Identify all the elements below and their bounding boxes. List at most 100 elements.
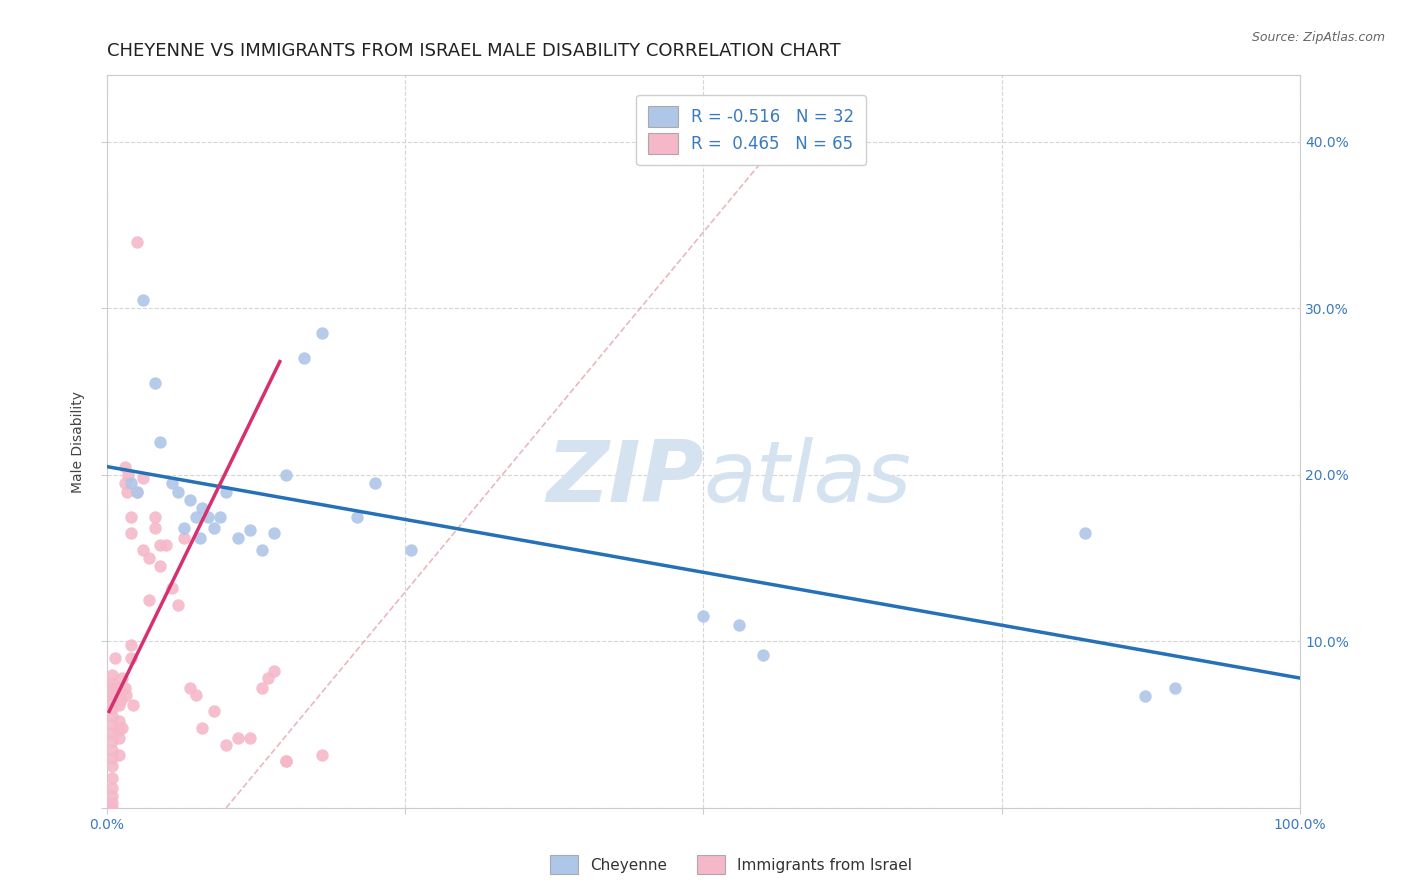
Point (186, 509, 208, 524)
Point (274, 467, 297, 482)
Point (120, 526, 142, 541)
Point (162, 476, 184, 491)
Point (100, 796, 122, 810)
Point (100, 771, 122, 785)
Point (692, 609, 714, 624)
Point (100, 780, 122, 795)
Point (179, 681, 201, 695)
Point (752, 648, 775, 662)
Point (107, 723, 129, 737)
Point (120, 638, 142, 652)
Text: CHEYENNE VS IMMIGRANTS FROM ISRAEL MALE DISABILITY CORRELATION CHART: CHEYENNE VS IMMIGRANTS FROM ISRAEL MALE … (107, 42, 841, 60)
Point (239, 523, 262, 537)
Point (125, 235, 148, 249)
Point (100, 751, 122, 765)
Text: ZIP: ZIP (546, 437, 703, 520)
Point (100, 692, 122, 706)
Point (100, 667, 122, 681)
Point (399, 542, 422, 557)
Point (1164, 681, 1187, 695)
Point (100, 789, 122, 804)
Point (107, 698, 129, 712)
Point (188, 531, 211, 545)
Point (100, 801, 122, 815)
Point (100, 717, 122, 731)
Point (202, 521, 225, 535)
Point (115, 484, 138, 499)
Point (125, 484, 148, 499)
Point (138, 592, 160, 607)
Point (149, 538, 172, 552)
Point (120, 509, 142, 524)
Point (186, 688, 208, 702)
Point (120, 651, 142, 665)
Point (100, 681, 122, 695)
Point (257, 671, 280, 685)
Point (138, 551, 160, 566)
Point (292, 351, 315, 366)
Point (114, 459, 136, 474)
Y-axis label: Male Disability: Male Disability (72, 391, 86, 492)
Point (100, 734, 122, 748)
Point (728, 617, 751, 632)
Point (197, 509, 219, 524)
Text: Source: ZipAtlas.com: Source: ZipAtlas.com (1251, 31, 1385, 45)
Point (131, 293, 153, 307)
Point (105, 688, 128, 702)
Point (346, 509, 368, 524)
Point (149, 434, 172, 449)
Point (107, 714, 129, 729)
Text: atlas: atlas (703, 437, 911, 520)
Point (107, 681, 129, 695)
Point (111, 721, 134, 735)
Point (117, 467, 139, 482)
Point (226, 531, 249, 545)
Point (274, 755, 297, 769)
Point (131, 471, 153, 485)
Point (143, 521, 166, 535)
Point (173, 521, 195, 535)
Point (143, 376, 166, 391)
Point (179, 492, 201, 507)
Point (191, 721, 214, 735)
Point (1074, 526, 1097, 541)
Point (250, 681, 273, 695)
Point (100, 701, 122, 715)
Point (226, 731, 249, 745)
Legend: Cheyenne, Immigrants from Israel: Cheyenne, Immigrants from Israel (544, 849, 918, 880)
Point (162, 581, 184, 595)
Point (100, 726, 122, 740)
Point (100, 742, 122, 756)
Point (215, 484, 238, 499)
Point (120, 476, 142, 491)
Point (149, 559, 172, 574)
Point (1133, 690, 1156, 704)
Point (167, 484, 190, 499)
Point (107, 747, 129, 762)
Point (155, 538, 177, 552)
Point (167, 598, 190, 612)
Point (311, 747, 333, 762)
Point (274, 755, 297, 769)
Point (364, 476, 387, 491)
Point (131, 542, 153, 557)
Point (263, 526, 285, 541)
Legend: R = -0.516   N = 32, R =  0.465   N = 65: R = -0.516 N = 32, R = 0.465 N = 65 (637, 95, 866, 165)
Point (143, 509, 166, 524)
Point (239, 731, 262, 745)
Point (250, 542, 273, 557)
Point (100, 676, 122, 690)
Point (110, 692, 132, 706)
Point (202, 705, 225, 719)
Point (215, 738, 238, 752)
Point (209, 509, 232, 524)
Point (114, 476, 136, 491)
Point (115, 688, 138, 702)
Point (104, 651, 127, 665)
Point (107, 731, 129, 745)
Point (111, 671, 134, 685)
Point (311, 326, 333, 341)
Point (100, 759, 122, 773)
Point (100, 709, 122, 723)
Point (191, 501, 214, 516)
